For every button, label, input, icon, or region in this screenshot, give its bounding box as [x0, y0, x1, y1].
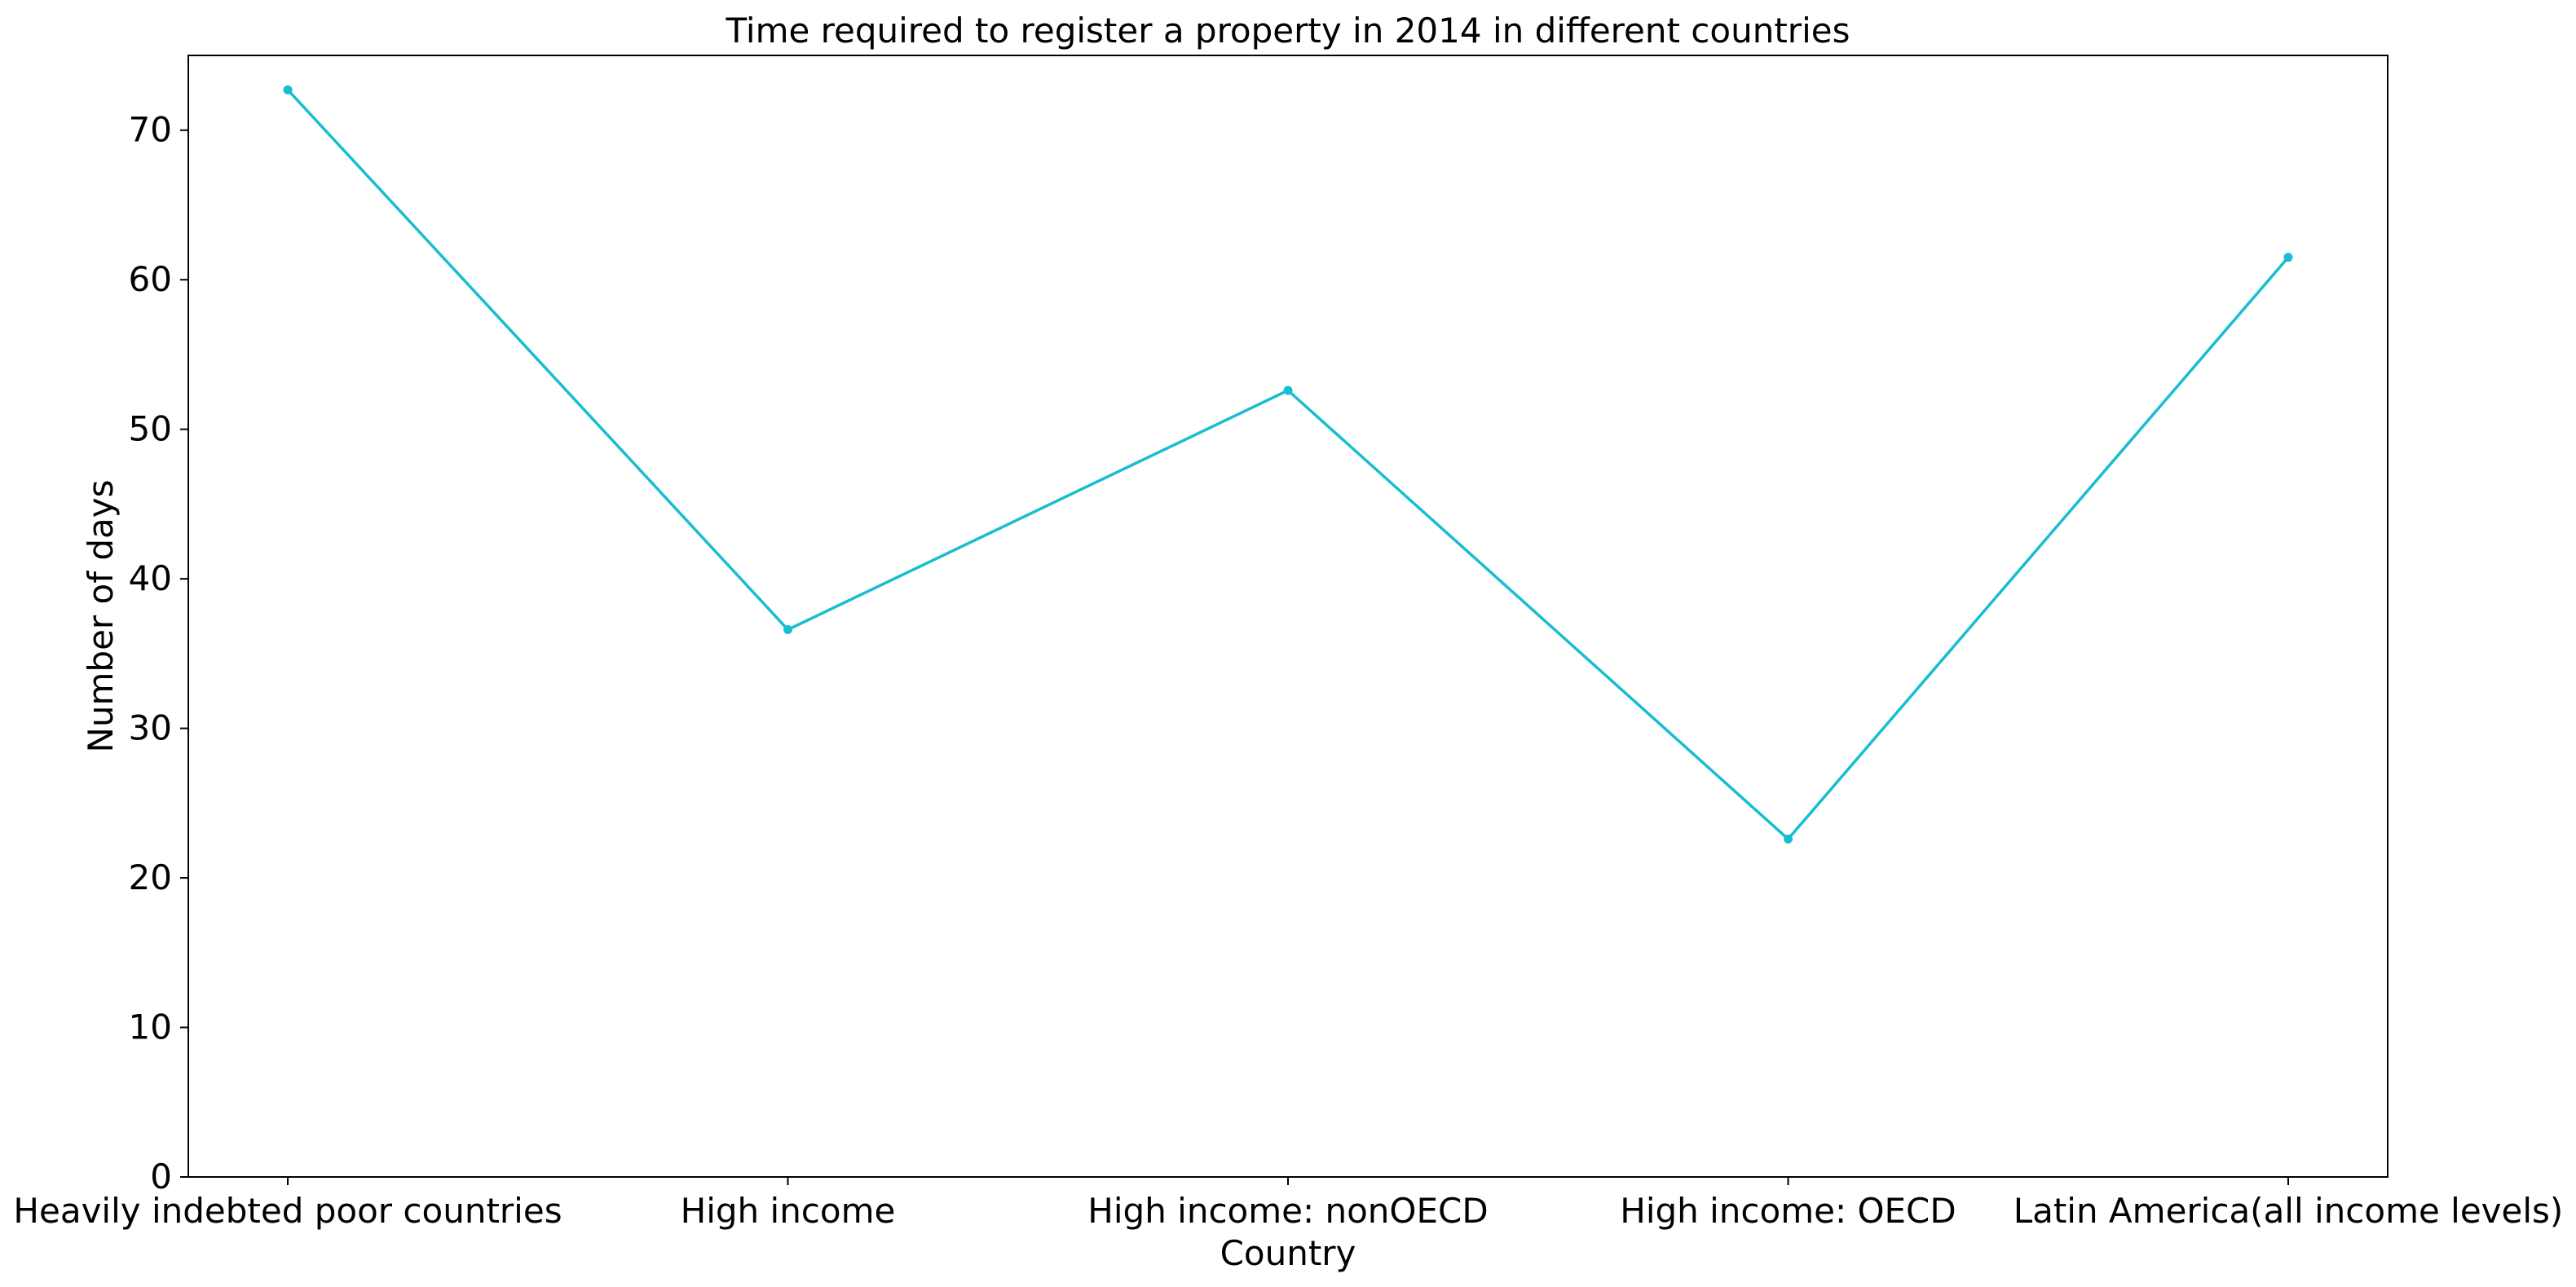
y-axis-label: Number of days — [81, 479, 121, 752]
y-tick-label: 50 — [129, 409, 172, 449]
plot-area-frame — [187, 55, 2389, 1178]
data-point — [783, 625, 792, 635]
y-tick-label: 20 — [129, 857, 172, 897]
y-tick-label: 0 — [150, 1157, 172, 1197]
y-tick-label: 30 — [129, 708, 172, 748]
x-axis-label: Country — [1220, 1233, 1356, 1273]
data-point — [1784, 834, 1793, 844]
data-point — [1283, 386, 1293, 395]
chart-title: Time required to register a property in … — [726, 11, 1850, 51]
y-tick-label: 70 — [129, 110, 172, 150]
series-line — [286, 89, 2290, 841]
y-tick-label: 10 — [129, 1007, 172, 1047]
data-point — [283, 85, 293, 95]
x-tick-label: High income — [681, 1191, 896, 1231]
y-tick-label: 40 — [129, 558, 172, 598]
x-tick-label: Heavily indebted poor countries — [13, 1191, 562, 1231]
y-axis-ticks: 0 10 20 30 40 50 60 70 — [129, 110, 188, 1197]
data-point — [2283, 253, 2293, 262]
x-axis-ticks: Heavily indebted poor countries High inco… — [13, 1177, 2563, 1231]
x-tick-label: High income: nonOECD — [1087, 1191, 1488, 1231]
x-tick-label: Latin America(all income levels) — [2014, 1191, 2564, 1231]
series-layer — [283, 85, 2293, 844]
y-tick-label: 60 — [129, 259, 172, 299]
x-tick-label: High income: OECD — [1620, 1191, 1956, 1231]
